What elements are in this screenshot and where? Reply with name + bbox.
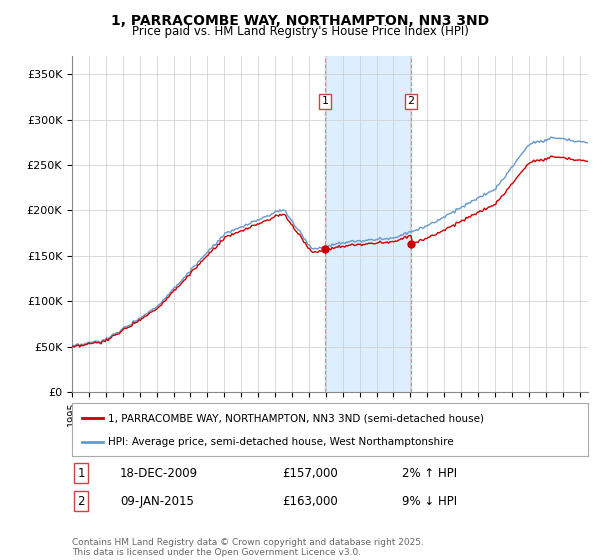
Text: 1: 1 bbox=[322, 96, 329, 106]
Text: 1: 1 bbox=[77, 466, 85, 480]
Text: 1, PARRACOMBE WAY, NORTHAMPTON, NN3 3ND: 1, PARRACOMBE WAY, NORTHAMPTON, NN3 3ND bbox=[111, 14, 489, 28]
Text: 1, PARRACOMBE WAY, NORTHAMPTON, NN3 3ND (semi-detached house): 1, PARRACOMBE WAY, NORTHAMPTON, NN3 3ND … bbox=[108, 413, 484, 423]
Text: £157,000: £157,000 bbox=[282, 466, 338, 480]
Text: 2: 2 bbox=[407, 96, 415, 106]
Bar bbox=[325, 56, 411, 392]
Text: £163,000: £163,000 bbox=[282, 494, 338, 508]
Text: HPI: Average price, semi-detached house, West Northamptonshire: HPI: Average price, semi-detached house,… bbox=[108, 436, 454, 446]
Text: 2% ↑ HPI: 2% ↑ HPI bbox=[402, 466, 457, 480]
Text: 18-DEC-2009: 18-DEC-2009 bbox=[120, 466, 198, 480]
Text: Contains HM Land Registry data © Crown copyright and database right 2025.
This d: Contains HM Land Registry data © Crown c… bbox=[72, 538, 424, 557]
Text: 2: 2 bbox=[77, 494, 85, 508]
Text: 9% ↓ HPI: 9% ↓ HPI bbox=[402, 494, 457, 508]
Text: Price paid vs. HM Land Registry's House Price Index (HPI): Price paid vs. HM Land Registry's House … bbox=[131, 25, 469, 38]
Text: 09-JAN-2015: 09-JAN-2015 bbox=[120, 494, 194, 508]
